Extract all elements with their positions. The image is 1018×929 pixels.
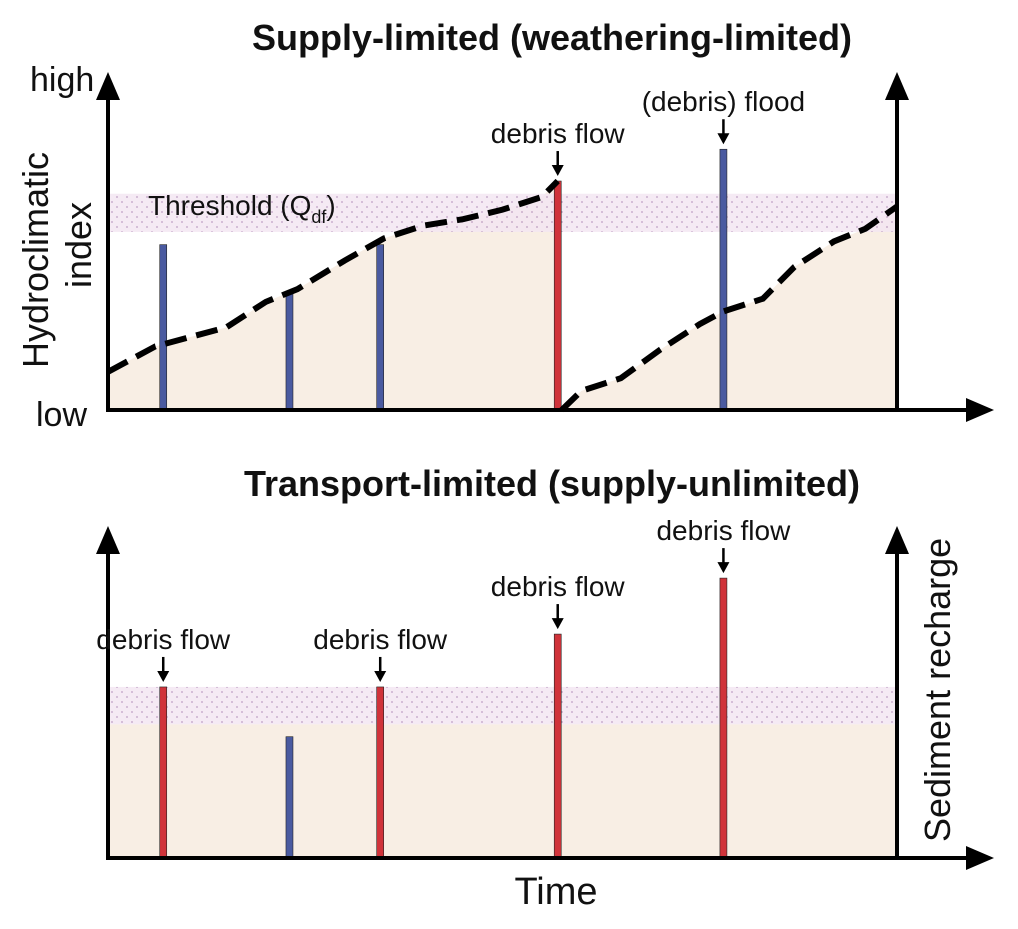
bottom-event-bar-2 bbox=[376, 686, 385, 859]
bottom-y-axis-arrow bbox=[96, 526, 120, 554]
top-panel: Supply-limited (weathering-limited) Thre… bbox=[15, 17, 994, 434]
top-recharge-fill-0 bbox=[108, 181, 558, 410]
bottom-event-bar-3 bbox=[553, 633, 562, 859]
bottom-x-axis-arrow bbox=[966, 846, 994, 870]
top-y-axis-arrow bbox=[96, 72, 120, 100]
bottom-event-arrowhead-2 bbox=[374, 670, 387, 682]
bottom-event-label-4: debris flow bbox=[656, 515, 791, 546]
top-threshold-band bbox=[108, 193, 897, 232]
bottom-event-bar-0 bbox=[159, 686, 168, 859]
top-event-bar-4 bbox=[719, 148, 728, 411]
y-high-label: high bbox=[30, 61, 94, 99]
y-axis-label-line2: index bbox=[58, 202, 99, 288]
top-annotations: debris flow (debris) flood bbox=[491, 86, 805, 177]
y-axis-label-line1: Hydroclimatic bbox=[15, 152, 56, 368]
top-event-bar-3 bbox=[553, 180, 562, 411]
bottom-event-arrowhead-3 bbox=[551, 618, 564, 630]
bottom-event-arrowhead-4 bbox=[717, 562, 730, 574]
bottom-event-arrowhead-0 bbox=[157, 670, 170, 682]
top-recharge-curve bbox=[106, 178, 899, 413]
top-event-bar-1 bbox=[285, 292, 294, 411]
top-event-arrowhead-3 bbox=[551, 165, 564, 177]
top-event-label-4: (debris) flood bbox=[642, 86, 805, 117]
y-low-label: low bbox=[36, 396, 87, 434]
threshold-label: Threshold (Qdf) bbox=[148, 190, 336, 227]
top-event-bar-0 bbox=[159, 244, 168, 411]
bottom-event-bar-4 bbox=[719, 577, 728, 859]
top-event-bar-2 bbox=[376, 244, 385, 411]
top-panel-title: Supply-limited (weathering-limited) bbox=[252, 17, 852, 58]
top-x-axis-arrow bbox=[966, 398, 994, 422]
sediment-recharge-label: Sediment recharge bbox=[917, 538, 958, 842]
bottom-panel: Transport-limited (supply-unlimited) Sed… bbox=[96, 463, 994, 913]
bottom-event-bar-1 bbox=[285, 736, 294, 859]
bottom-threshold-band bbox=[108, 686, 897, 725]
bottom-event-label-2: debris flow bbox=[313, 624, 448, 655]
bottom-right-axis-arrow bbox=[885, 526, 909, 554]
top-event-arrowhead-4 bbox=[717, 133, 730, 145]
bottom-event-label-3: debris flow bbox=[491, 571, 626, 602]
bottom-panel-title: Transport-limited (supply-unlimited) bbox=[244, 463, 860, 504]
bottom-event-label-0: debris flow bbox=[96, 624, 231, 655]
top-event-label-3: debris flow bbox=[491, 118, 626, 149]
bottom-recharge-area bbox=[108, 724, 897, 858]
bottom-annotations: debris flow debris flow debris flow debris … bbox=[96, 515, 791, 682]
top-right-axis-arrow bbox=[885, 72, 909, 100]
x-axis-label-time: Time bbox=[514, 871, 597, 913]
